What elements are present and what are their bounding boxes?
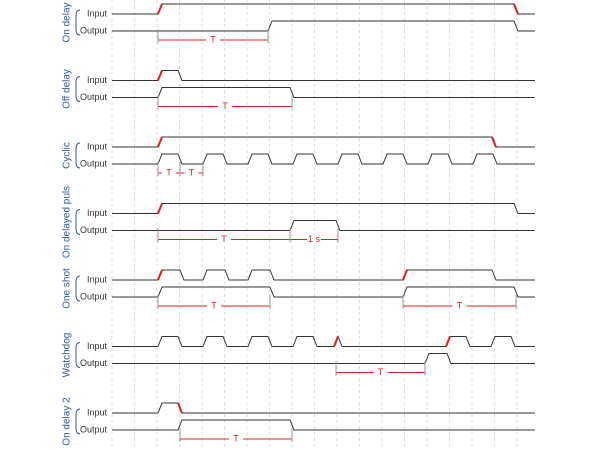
signal-label: Output [80,291,108,301]
row-label: Off delay [62,69,73,109]
row-label: Cyclic [62,142,73,169]
label-bg [162,168,176,178]
interval-label: T [222,101,228,111]
waveform [112,269,535,281]
interval-label: T [210,34,216,44]
brace [75,275,81,302]
trigger-edge [157,3,163,15]
waveform [112,3,535,15]
waveform [112,70,535,81]
interval-label: T [233,433,239,443]
interval-label: T [166,167,172,177]
brace [75,76,81,102]
waveform [112,402,535,414]
brace [75,142,81,169]
signal-label: Input [87,341,108,351]
signal-label: Input [87,208,108,218]
interval-label: T [457,300,463,310]
trigger-edge [333,336,339,347]
waveform [112,87,535,98]
signal-label: Output [80,424,108,434]
waveform [112,353,535,364]
label-bg [307,234,321,245]
label-bg [373,367,388,378]
brace [75,408,81,435]
waveform [112,203,535,214]
brace [75,342,81,368]
waveform [112,220,535,231]
label-bg [229,434,243,444]
signal-label: Input [87,8,108,18]
waveform [112,20,535,32]
waveform [112,335,535,347]
label-bg [206,35,220,45]
label-bg [184,168,199,178]
signal-label: Input [87,141,108,151]
trigger-edge [513,3,519,15]
signal-label: Output [80,225,108,235]
trigger-edge [157,70,163,81]
trigger-edge [157,203,163,214]
signal-label: Input [87,274,108,284]
signal-label: Output [80,158,108,168]
waveform [112,136,535,148]
row-label: On delayed puls [62,186,73,258]
label-bg [452,301,467,311]
trigger-edge [445,336,451,347]
brace [75,209,81,235]
row-label: Watchdog [62,333,73,378]
trigger-edge [402,269,408,281]
waveform [112,419,535,431]
waveform [112,153,535,165]
waveform [112,286,535,298]
interval-label: T [189,167,195,177]
signal-label: Output [80,92,108,102]
interval-label: T [211,300,217,310]
label-bg [217,234,231,245]
trigger-edge [157,136,163,148]
interval-label: T [378,367,384,377]
row-label: On delay 2 [62,397,73,446]
signal-label: Output [80,25,108,35]
signal-label: Input [87,75,108,85]
trigger-edge [177,402,183,414]
interval-label: T [221,234,227,244]
row-label: One shot [62,268,73,309]
brace [75,9,81,36]
signal-label: Output [80,358,108,368]
interval-label: 1 s [308,234,321,244]
signal-label: Input [87,407,108,417]
row-label: On delay [62,2,73,42]
label-bg [207,301,221,311]
label-bg [218,101,232,112]
trigger-edge [491,136,497,148]
trigger-edge [157,269,163,281]
